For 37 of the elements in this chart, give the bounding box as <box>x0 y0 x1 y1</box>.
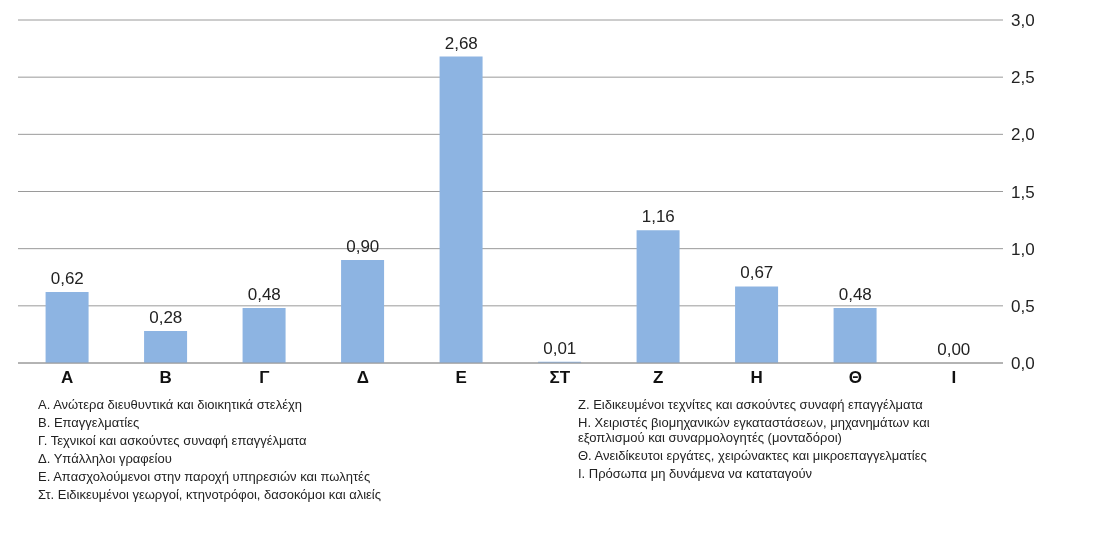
x-tick-label: Θ <box>848 368 862 388</box>
y-tick-label: 0,5 <box>1011 296 1035 316</box>
text: Δ. Υπάλληλοι γραφείου <box>38 451 173 466</box>
y-tick-label: 3,0 <box>1011 11 1035 31</box>
data-label: 0,48 <box>247 285 281 305</box>
text: Α. Ανώτερα διευθυντικά και διοικητικά στελέχη <box>38 397 304 412</box>
data-label: 1,16 <box>641 207 675 227</box>
text: Ε. Απασχολούμενοι στην παροχή υπηρεσιών και πωλητές <box>38 469 372 484</box>
text: Β. Επαγγελματίες <box>38 415 141 430</box>
text: Στ. Ειδικευμένοι γεωργοί, κτηνοτρόφοι, δασοκόμοι και αλιείς <box>38 487 382 502</box>
data-label: 0,90 <box>346 237 380 257</box>
text: Ι. Πρόσωπα μη δυνάμενα να καταταγούν <box>578 466 814 481</box>
data-label: 0,00 <box>937 340 971 359</box>
text: Θ. Ανειδίκευτοι εργάτες, χειρώνακτες και μικροεπαγγελματίες <box>578 448 928 463</box>
data-label: 0,48 <box>838 285 872 305</box>
y-tick-label: 1,0 <box>1011 239 1035 259</box>
y-tick-label: 2,0 <box>1011 125 1035 145</box>
x-tick-label: Η <box>750 368 763 388</box>
x-tick-label: Ε <box>455 368 467 388</box>
y-tick-label: 2,5 <box>1011 68 1035 88</box>
y-tick-label: 0,0 <box>1011 354 1035 374</box>
data-label: 0,01 <box>543 338 577 358</box>
x-tick-label: Α <box>61 368 74 388</box>
x-tick-label: Β <box>159 368 172 388</box>
text: Ζ. Ειδικευμένοι τεχνίτες και ασκούντες συναφή επαγγέλματα <box>578 397 924 412</box>
x-tick-label: Δ <box>356 368 369 388</box>
text: Η. Χειριστές βιομηχανικών εγκαταστάσεων, μηχανημάτων και εξοπλισμού και συναρμολογητές (μονταδόροι) <box>578 415 931 445</box>
y-tick-label: 1,5 <box>1011 182 1035 202</box>
text: Γ. Τεχνικοί και ασκούντες συναφή επαγγέλματα <box>38 433 308 448</box>
data-label: 0,62 <box>50 269 84 289</box>
data-label: 2,68 <box>444 33 478 53</box>
data-label: 0,28 <box>149 307 183 327</box>
data-label: 0,67 <box>740 263 774 283</box>
x-tick-label: Ι <box>951 368 957 388</box>
x-tick-label: ΣΤ <box>549 368 571 388</box>
x-tick-label: Γ <box>259 368 270 388</box>
x-tick-label: Ζ <box>653 368 664 388</box>
